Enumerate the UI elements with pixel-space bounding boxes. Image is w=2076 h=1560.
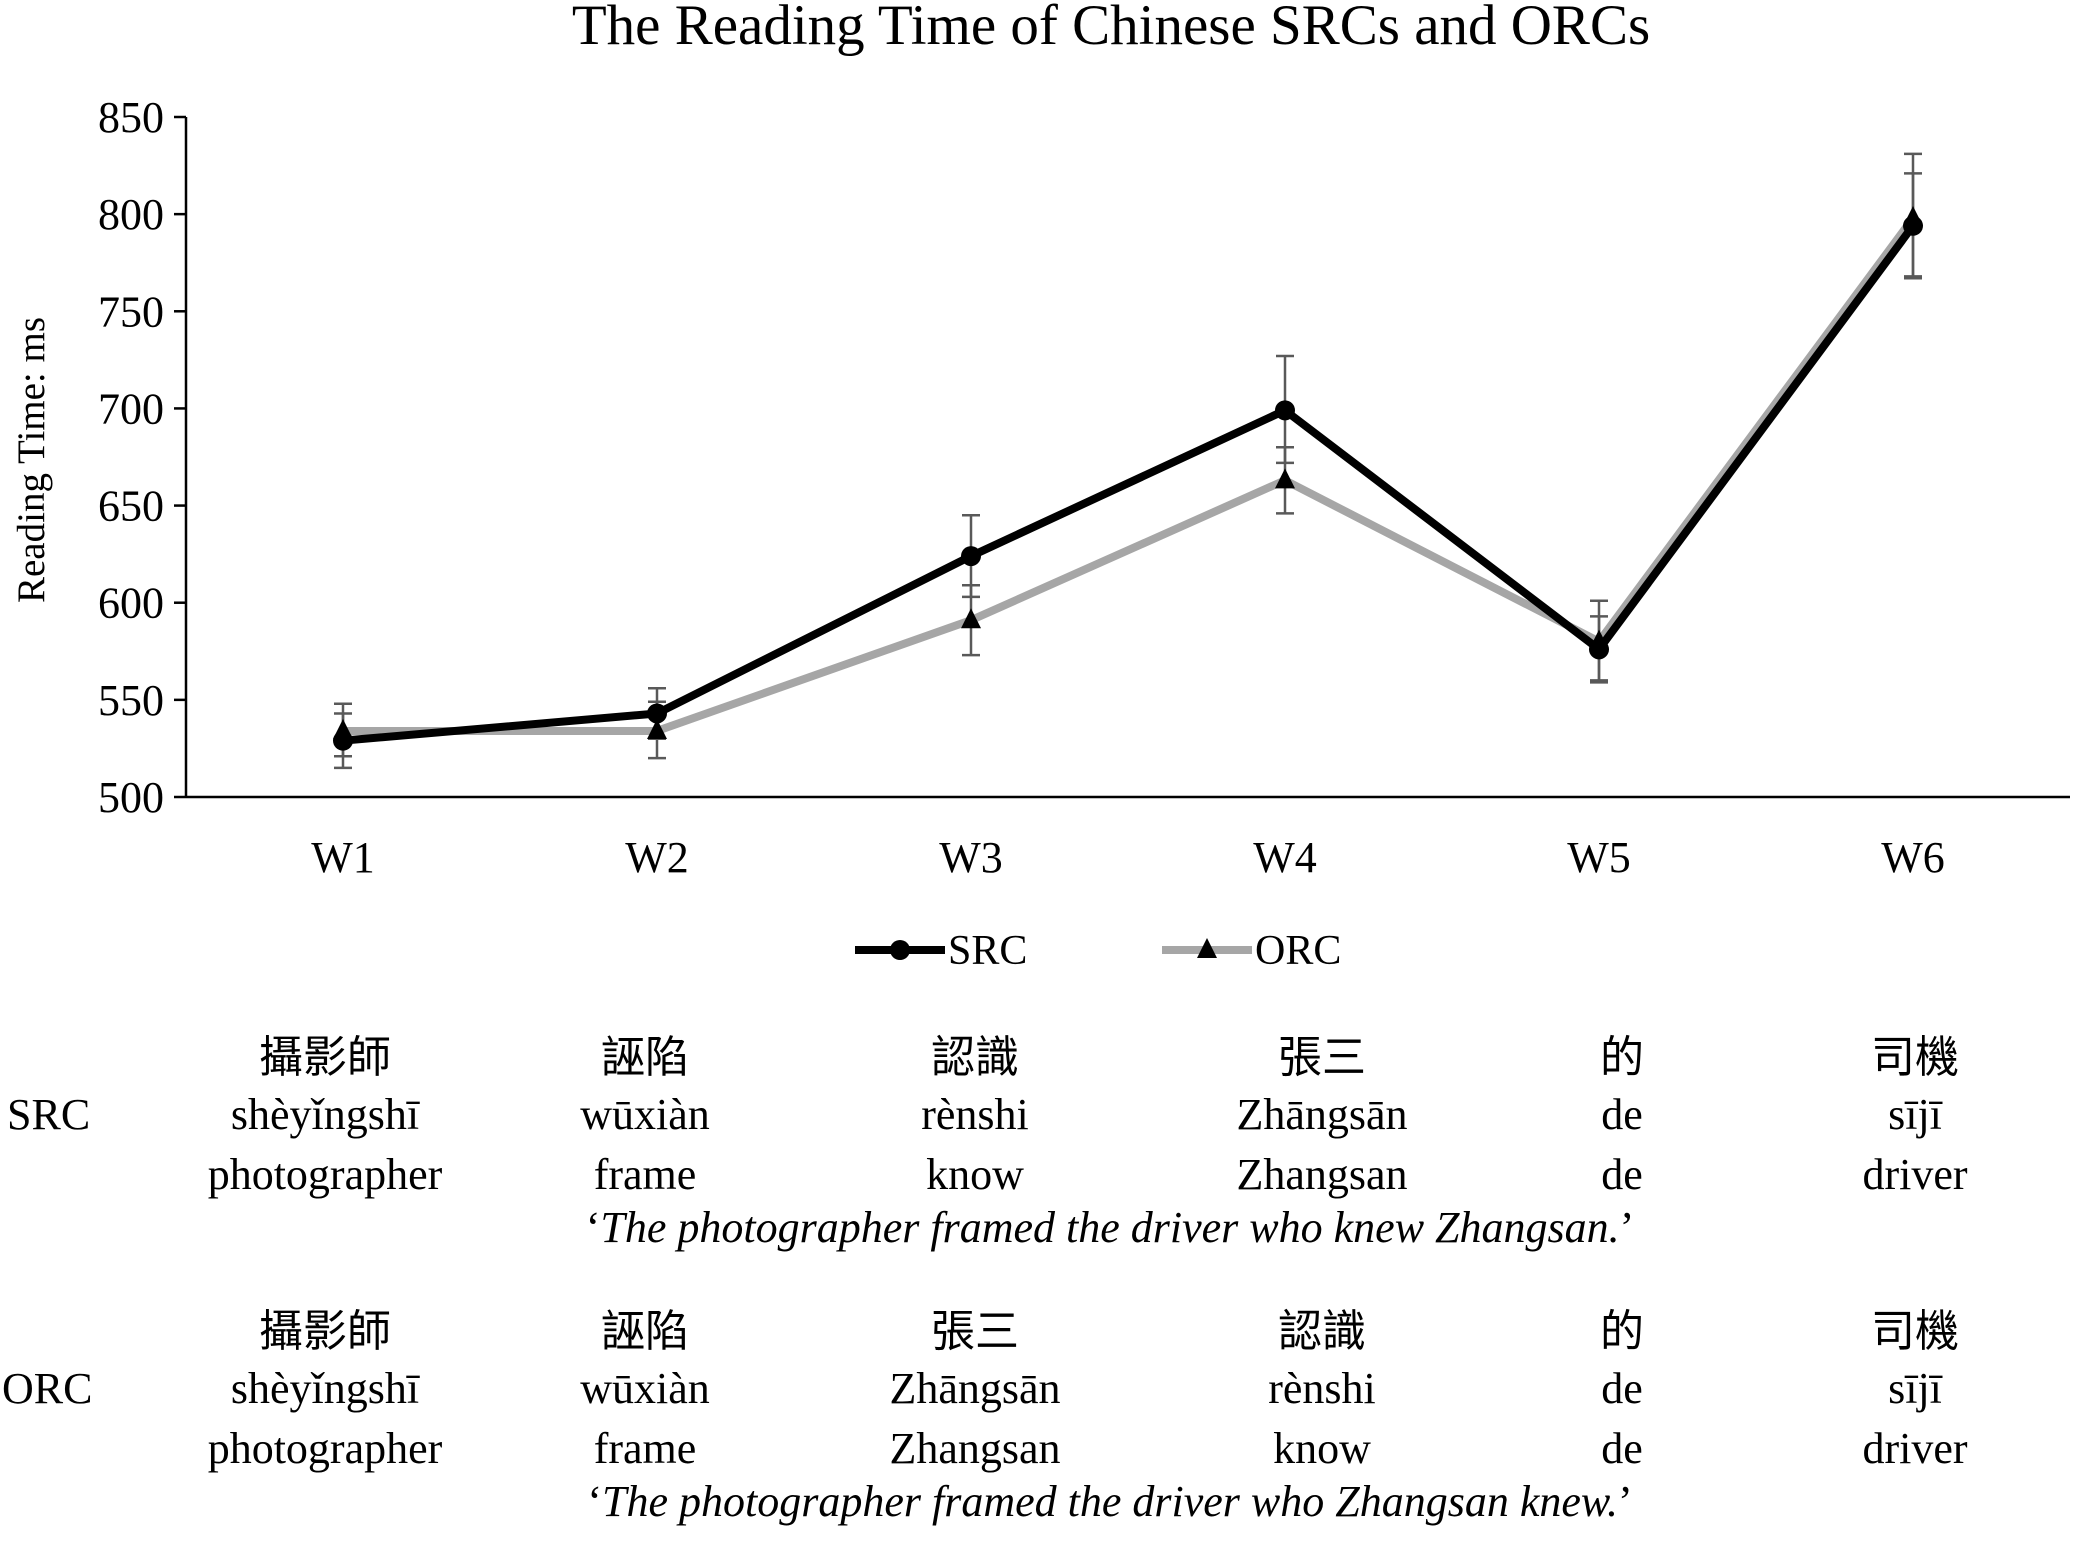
data-point-orc — [1589, 629, 1609, 650]
data-point-src — [647, 703, 667, 724]
x-tick-label: W2 — [625, 833, 689, 882]
data-point-orc — [1275, 468, 1295, 489]
x-tick-label: W5 — [1567, 833, 1631, 882]
gloss-english-word: photographer — [207, 1424, 443, 1473]
row-label-src: SRC — [7, 1090, 91, 1139]
axes — [174, 115, 2070, 799]
data-point-orc — [333, 718, 353, 739]
gloss-pinyin-word: rènshi — [1268, 1364, 1376, 1413]
data-point-src — [1275, 400, 1295, 421]
gloss-english-word: frame — [593, 1424, 697, 1473]
reading-time-chart: The Reading Time of Chinese SRCs and ORC… — [10, 0, 2070, 974]
y-tick-label: 550 — [98, 676, 164, 725]
data-point-orc — [1903, 206, 1923, 227]
quote-open: ‘ — [585, 1203, 601, 1252]
error-bars — [334, 152, 1922, 770]
translation-src: ‘The photographer framed the driver who … — [586, 1200, 1635, 1256]
gloss-chinese-word: 司機 — [1871, 1032, 1959, 1083]
gloss-pinyin-word: rènshi — [921, 1090, 1029, 1139]
quote-close: ’ — [1619, 1203, 1635, 1252]
gloss-english-word: know — [926, 1150, 1024, 1199]
translation-text: The photographer framed the driver who Z… — [601, 1477, 1619, 1526]
gloss-chinese-word: 張三 — [931, 1306, 1019, 1357]
x-tick-labels: W1 W2 W3 W4 W5 W6 — [311, 833, 1945, 882]
gloss-english-word: driver — [1862, 1150, 1968, 1199]
data-markers — [333, 206, 1923, 751]
translation-orc: ‘The photographer framed the driver who … — [587, 1474, 1632, 1530]
series-line-src — [342, 223, 1917, 745]
legend-marker-orc — [1197, 938, 1217, 958]
legend-marker-src — [890, 940, 910, 960]
gloss-chinese-word: 誣陷 — [601, 1306, 689, 1357]
gloss-pinyin-word: wūxiàn — [580, 1364, 710, 1413]
gloss-chinese-word: 誣陷 — [601, 1032, 689, 1083]
x-tick-label: W4 — [1253, 833, 1317, 882]
x-tick-label: W1 — [311, 833, 375, 882]
gloss-pinyin-word: sījī — [1888, 1364, 1942, 1413]
gloss-pinyin-word: Zhāngsān — [889, 1364, 1061, 1413]
gloss-chinese-word: 的 — [1600, 1032, 1644, 1083]
y-tick-label: 700 — [98, 384, 164, 433]
legend: SRC ORC — [855, 928, 1341, 974]
gloss-chinese-word: 的 — [1600, 1306, 1644, 1357]
gloss-pinyin-word: shèyǐngshī — [230, 1364, 420, 1413]
gloss-english-word: Zhangsan — [1236, 1150, 1408, 1199]
gloss-english-word: know — [1273, 1424, 1371, 1473]
x-tick-label: W3 — [939, 833, 1003, 882]
gloss-english-word: photographer — [207, 1150, 443, 1199]
y-tick-label: 800 — [98, 190, 164, 239]
y-tick-labels: 500 550 600 650 700 750 800 850 — [98, 93, 164, 822]
gloss-chinese-word: 攝影師 — [259, 1032, 391, 1083]
gloss-pinyin-word: shèyǐngshī — [230, 1090, 420, 1139]
gloss-chinese-word: 認識 — [931, 1032, 1019, 1083]
quote-open: ‘ — [587, 1477, 602, 1526]
gloss-english-word: driver — [1862, 1424, 1968, 1473]
gloss-english-word: Zhangsan — [889, 1424, 1061, 1473]
y-tick-label: 850 — [98, 93, 164, 142]
series-lines — [342, 215, 1917, 745]
translation-text: The photographer framed the driver who k… — [600, 1203, 1620, 1252]
series-line-orc — [343, 215, 1917, 735]
chart-title: The Reading Time of Chinese SRCs and ORC… — [572, 0, 1650, 57]
example-sentences: SRC 攝影師 誣陷 認識 張三的司機 shèyǐngshī wūxiàn rènshi Zhā… — [0, 1030, 2076, 1560]
y-tick-label: 750 — [98, 287, 164, 336]
gloss-english-word: de — [1601, 1150, 1643, 1199]
data-point-src — [961, 546, 981, 567]
y-tick-label: 500 — [98, 773, 164, 822]
y-tick-label: 650 — [98, 482, 164, 531]
gloss-pinyin-word: Zhāngsān — [1236, 1090, 1408, 1139]
gloss-pinyin-word: sījī — [1888, 1090, 1942, 1139]
gloss-chinese-word: 張三 — [1278, 1032, 1366, 1083]
row-label-orc: ORC — [2, 1364, 93, 1413]
data-point-orc — [647, 718, 667, 739]
data-point-orc — [961, 608, 981, 629]
gloss-pinyin-word: de — [1601, 1364, 1643, 1413]
legend-label-orc: ORC — [1255, 928, 1341, 974]
y-tick-label: 600 — [98, 579, 164, 628]
gloss-english-word: frame — [593, 1150, 697, 1199]
gloss-chinese-word: 攝影師 — [259, 1306, 391, 1357]
legend-label-src: SRC — [948, 928, 1027, 974]
gloss-english-word: de — [1601, 1424, 1643, 1473]
x-tick-label: W6 — [1881, 833, 1945, 882]
gloss-pinyin-word: wūxiàn — [580, 1090, 710, 1139]
gloss-pinyin-word: de — [1601, 1090, 1643, 1139]
gloss-chinese-word: 司機 — [1871, 1306, 1959, 1357]
y-axis-label: Reading Time: ms — [10, 317, 53, 603]
quote-close: ’ — [1618, 1477, 1633, 1526]
gloss-chinese-word: 認識 — [1278, 1306, 1366, 1357]
